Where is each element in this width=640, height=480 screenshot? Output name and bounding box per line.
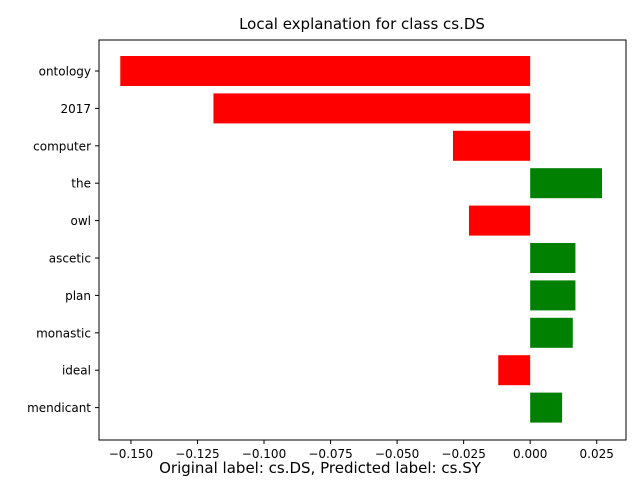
- y-tick-label: owl: [71, 214, 92, 228]
- y-tick-label: 2017: [60, 102, 91, 116]
- plot-frame: [98, 39, 627, 441]
- y-tick-label: ontology: [39, 65, 91, 79]
- bar-mendicant: [530, 392, 563, 423]
- y-tick-label: plan: [65, 289, 91, 303]
- chart-caption: Original label: cs.DS, Predicted label: …: [159, 459, 481, 477]
- y-tick-label: ideal: [62, 364, 91, 378]
- bar-2017: [213, 93, 531, 124]
- bar-ideal: [498, 355, 531, 386]
- x-tick-label: −0.075: [308, 447, 352, 461]
- y-tick-label: computer: [33, 139, 91, 153]
- bars-group: [120, 56, 603, 423]
- chart-title: Local explanation for class cs.DS: [239, 15, 485, 33]
- x-tick-label: −0.100: [242, 447, 286, 461]
- x-tick-label: −0.050: [375, 447, 419, 461]
- x-tick-label: −0.150: [109, 447, 153, 461]
- x-axis-ticks: −0.150 −0.125 −0.100 −0.075 −0.050 −0.025 0.00…: [109, 440, 614, 461]
- y-tick-label: ascetic: [49, 252, 91, 266]
- bar-computer: [452, 130, 531, 161]
- bar-plan: [530, 280, 576, 311]
- y-tick-label: mendicant: [27, 401, 91, 415]
- bar-ascetic: [530, 243, 576, 273]
- y-tick-label: monastic: [36, 326, 91, 340]
- bar-monastic: [530, 317, 573, 348]
- bar-owl: [468, 205, 531, 236]
- y-axis-ticks: ontology 2017 computer the owl ascetic plan mon…: [27, 65, 99, 415]
- y-tick-label: the: [71, 177, 91, 191]
- x-tick-label: −0.025: [441, 447, 485, 461]
- bar-ontology: [120, 56, 531, 86]
- bar-the: [530, 168, 603, 199]
- x-tick-label: 0.000: [513, 447, 547, 461]
- x-tick-label: 0.025: [580, 447, 614, 461]
- x-tick-label: −0.125: [175, 447, 219, 461]
